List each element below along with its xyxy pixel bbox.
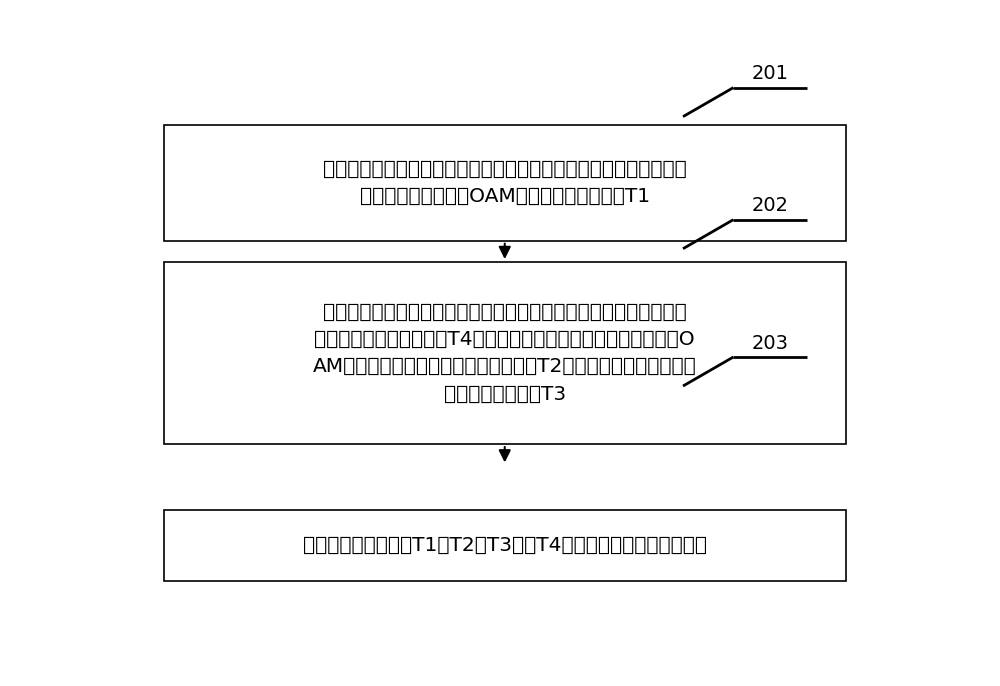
Text: 上述控制器通过上述T1、T2、T3以及T4中的任意两项计算网络延时: 上述控制器通过上述T1、T2、T3以及T4中的任意两项计算网络延时	[303, 536, 707, 556]
Text: 上述控制器接收上述转发器返回的应答报文，并记录上述应答报文到
达上述控制器的第四时刻T4；上述应答报文中的载荷中携带有上述O
AM检测报文到达上述转发器的第二时: 上述控制器接收上述转发器返回的应答报文，并记录上述应答报文到 达上述控制器的第四…	[313, 303, 697, 403]
Text: 控制器向转发网络中的转发器发送操作管理维护操作管理维护检测报
文，并记录发送上述OAM检测报文的第一时刻T1: 控制器向转发网络中的转发器发送操作管理维护操作管理维护检测报 文，并记录发送上述…	[323, 160, 687, 206]
Bar	[164, 510, 846, 582]
Text: 201: 201	[752, 64, 789, 84]
Text: 203: 203	[752, 334, 789, 353]
Bar	[164, 262, 846, 444]
Bar	[164, 125, 846, 241]
Text: 202: 202	[752, 196, 789, 215]
